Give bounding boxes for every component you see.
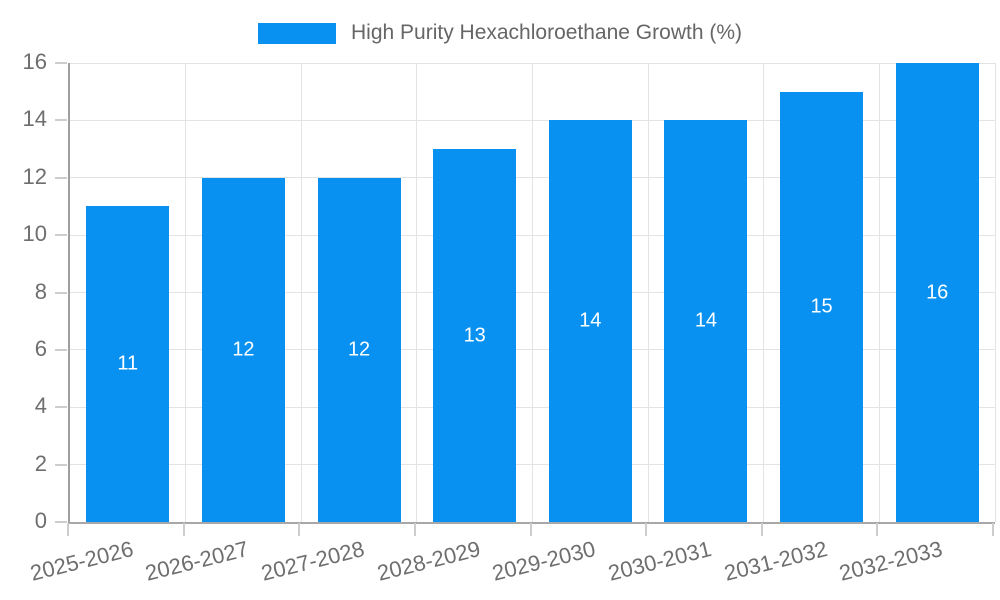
- x-axis-tick-label: 2030-2031: [605, 536, 714, 586]
- x-axis-tick-label: 2032-2033: [836, 536, 945, 586]
- x-axis-tick-mark: [529, 523, 532, 536]
- y-axis-tick-mark: [55, 463, 67, 466]
- bar-value-label: 12: [232, 338, 255, 361]
- gridline-vertical: [994, 63, 996, 522]
- x-axis-tick-mark: [645, 523, 648, 536]
- gridline-vertical: [416, 63, 418, 522]
- gridline-vertical: [185, 63, 187, 522]
- y-axis-tick-mark: [55, 348, 67, 351]
- bar-2026-2027[interactable]: 12: [201, 177, 285, 522]
- x-axis-tick-mark: [992, 523, 994, 536]
- y-axis-tick-mark: [55, 62, 67, 64]
- y-axis-tick-mark: [55, 521, 67, 523]
- x-axis-tick-label: 2029-2030: [489, 536, 599, 586]
- x-axis-tick-mark: [298, 523, 301, 536]
- x-axis-tick-label: 2025-2026: [27, 536, 136, 586]
- y-axis-tick-label: 6: [34, 335, 47, 361]
- y-axis-tick-label: 4: [34, 393, 47, 419]
- bar-2027-2028[interactable]: 12: [317, 177, 401, 522]
- y-axis-tick-label: 10: [22, 221, 47, 247]
- y-axis-tick-mark: [55, 119, 67, 122]
- bar-2032-2033[interactable]: 16: [895, 63, 979, 522]
- gridline-vertical: [532, 63, 533, 522]
- bar-2029-2030[interactable]: 14: [548, 120, 632, 522]
- bar-value-label: 16: [926, 281, 949, 303]
- gridline-vertical: [647, 63, 649, 522]
- legend-item[interactable]: High Purity Hexachloroethane Growth (%): [0, 21, 1000, 45]
- bar-value-label: 15: [810, 295, 833, 318]
- gridline-vertical: [878, 63, 880, 522]
- y-axis-tick-label: 0: [34, 508, 47, 534]
- x-axis-tick-mark: [67, 523, 69, 536]
- y-axis-tick-mark: [55, 406, 67, 409]
- bar-2031-2032[interactable]: 15: [780, 91, 864, 522]
- x-axis-tick-label: 2027-2028: [258, 536, 367, 586]
- legend-label: High Purity Hexachloroethane Growth (%): [350, 21, 742, 44]
- bar-value-label: 14: [694, 309, 718, 332]
- y-axis-tick-label: 2: [34, 450, 47, 476]
- legend-swatch: [257, 22, 336, 44]
- bar-value-label: 12: [347, 338, 371, 361]
- y-axis-tick-label: 8: [34, 278, 47, 304]
- bar-2030-2031[interactable]: 14: [664, 120, 748, 522]
- bar-value-label: 11: [117, 352, 139, 375]
- plot-area: 11 12 12 13 14 14 15 16: [68, 62, 996, 524]
- y-axis-tick-mark: [55, 291, 67, 294]
- y-axis-tick-label: 14: [22, 106, 47, 132]
- x-axis-tick-label: 2026-2027: [143, 536, 252, 586]
- x-axis-tick-mark: [182, 523, 185, 536]
- y-axis-tick-mark: [55, 234, 67, 237]
- x-axis-tick-label: 2028-2029: [374, 536, 483, 586]
- y-axis-tick-label: 16: [22, 49, 47, 75]
- y-axis-tick-label: 12: [22, 163, 47, 189]
- bar-value-label: 14: [579, 309, 602, 332]
- gridline-vertical: [300, 63, 302, 522]
- bar-value-label: 13: [463, 324, 486, 347]
- y-axis-tick-mark: [55, 176, 67, 179]
- x-axis-tick-mark: [760, 523, 763, 536]
- bar-2025-2026[interactable]: 11: [86, 206, 170, 522]
- bar-2028-2029[interactable]: 13: [433, 149, 517, 522]
- gridline-vertical: [763, 63, 765, 522]
- x-axis-tick-label: 2031-2032: [721, 536, 830, 586]
- x-axis-tick-mark: [413, 523, 416, 536]
- x-axis-tick-mark: [876, 523, 879, 536]
